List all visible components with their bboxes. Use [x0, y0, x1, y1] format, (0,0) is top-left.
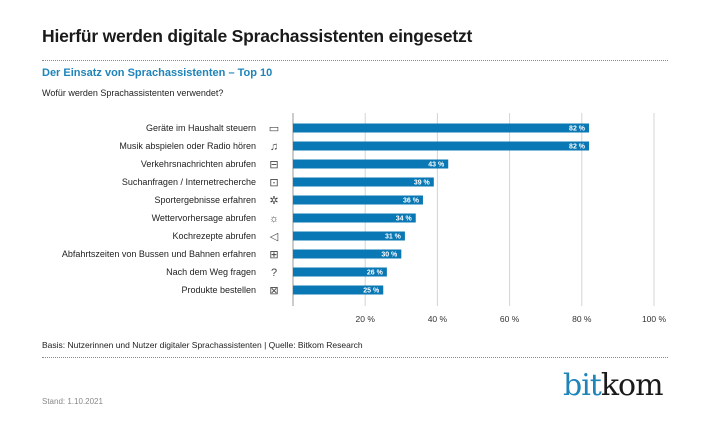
- category-label: Produkte bestellen: [181, 285, 256, 295]
- location-question-icon: ?: [271, 267, 277, 279]
- football-icon: ✲: [269, 195, 278, 207]
- bar-value-label: 43 %: [428, 162, 445, 169]
- bar-value-label: 82 %: [569, 144, 586, 151]
- bus-icon: ⊟: [269, 159, 278, 171]
- bitkom-logo: bitkom: [563, 368, 664, 403]
- bar-value-label: 31 %: [385, 234, 402, 241]
- music-note-icon: ♫: [270, 141, 278, 153]
- divider-top: [42, 60, 668, 61]
- bar-value-label: 39 %: [414, 180, 431, 187]
- category-label: Geräte im Haushalt steuern: [146, 123, 256, 133]
- page-title: Hierfür werden digitale Sprachassistente…: [42, 26, 473, 46]
- logo-part-kom: kom: [600, 368, 664, 403]
- source-note: Basis: Nutzerinnen und Nutzer digitaler …: [42, 340, 363, 350]
- bar: [293, 285, 384, 295]
- bar: [293, 249, 402, 259]
- bar: [293, 195, 423, 205]
- date-note: Stand: 1.10.2021: [42, 397, 103, 406]
- x-tick-label: 100 %: [642, 314, 667, 324]
- category-label: Wettervorhersage abrufen: [152, 213, 256, 223]
- category-label: Abfahrtszeiten von Bussen und Bahnen erf…: [62, 249, 256, 259]
- cooking-icon: ◁: [270, 231, 279, 243]
- category-label: Kochrezepte abrufen: [172, 231, 256, 241]
- bar: [293, 123, 590, 133]
- logo-part-bit: bit: [563, 368, 602, 403]
- x-tick-label: 40 %: [428, 314, 448, 324]
- bar-value-label: 82 %: [569, 126, 586, 133]
- category-label: Verkehrsnachrichten abrufen: [141, 159, 256, 169]
- category-label: Musik abspielen oder Radio hören: [119, 141, 256, 151]
- bar-value-label: 34 %: [396, 216, 413, 223]
- sun-icon: ☼: [269, 213, 279, 225]
- divider-bottom: [42, 357, 668, 358]
- bar: [293, 159, 449, 169]
- x-tick-label: 80 %: [572, 314, 592, 324]
- appliance-icon: ▭: [269, 123, 279, 135]
- x-tick-label: 60 %: [500, 314, 520, 324]
- category-label: Sportergebnisse erfahren: [154, 195, 256, 205]
- laptop-search-icon: ⊡: [269, 177, 278, 189]
- category-label: Suchanfragen / Internetrecherche: [122, 177, 256, 187]
- bar: [293, 267, 387, 277]
- bar: [293, 177, 434, 187]
- chart-subtitle: Der Einsatz von Sprachassistenten – Top …: [42, 67, 273, 79]
- shopping-bag-icon: ⊠: [269, 285, 278, 297]
- bar: [293, 141, 590, 151]
- bar-value-label: 26 %: [367, 270, 384, 277]
- x-tick-label: 20 %: [356, 314, 376, 324]
- chart-question: Wofür werden Sprachassistenten verwendet…: [42, 88, 224, 98]
- category-label: Nach dem Weg fragen: [166, 267, 256, 277]
- bar-value-label: 25 %: [363, 288, 380, 295]
- bar-value-label: 30 %: [381, 252, 398, 259]
- bar: [293, 213, 416, 223]
- bar-value-label: 36 %: [403, 198, 420, 205]
- bar: [293, 231, 405, 241]
- tram-icon: ⊞: [269, 249, 278, 261]
